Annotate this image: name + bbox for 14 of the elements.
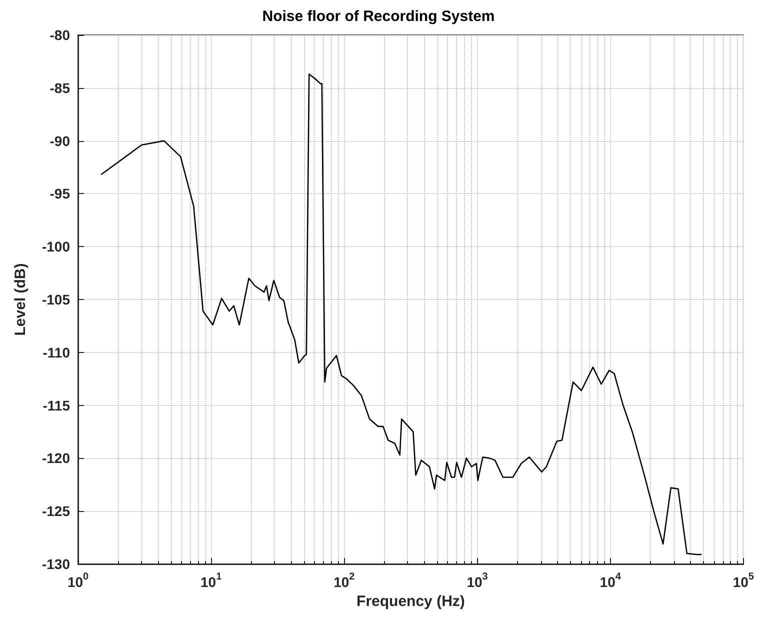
- y-tick-label: -80: [50, 27, 70, 43]
- y-tick-label: -100: [42, 238, 70, 255]
- y-tick-label: -110: [42, 344, 70, 360]
- y-tick-label: -125: [42, 503, 70, 520]
- y-tick-label: -85: [50, 80, 70, 96]
- y-tick-label: -120: [42, 450, 70, 466]
- y-tick-label: -115: [42, 397, 70, 414]
- y-tick-label: -95: [50, 186, 70, 202]
- chart-title: Noise floor of Recording System: [262, 8, 495, 25]
- x-axis-title: Frequency (Hz): [356, 592, 465, 610]
- y-tick-label: -90: [50, 132, 70, 149]
- y-tick-label: -105: [42, 292, 70, 308]
- y-tick-label: -130: [42, 556, 70, 572]
- y-axis-title: Level (dB): [12, 263, 29, 336]
